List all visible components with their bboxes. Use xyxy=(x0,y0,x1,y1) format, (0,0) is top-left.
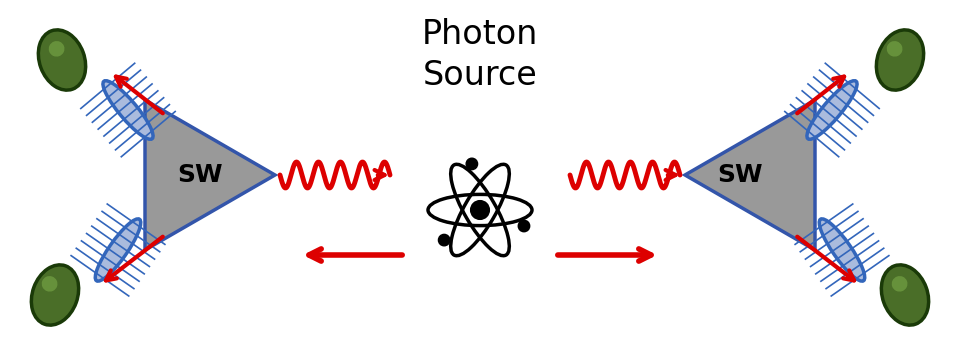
Text: SW: SW xyxy=(717,163,763,187)
Ellipse shape xyxy=(887,41,902,57)
Ellipse shape xyxy=(819,219,865,281)
Circle shape xyxy=(439,234,450,246)
Ellipse shape xyxy=(807,81,857,139)
Ellipse shape xyxy=(881,265,928,325)
Text: Photon
Source: Photon Source xyxy=(421,18,539,92)
Ellipse shape xyxy=(876,30,924,90)
Ellipse shape xyxy=(38,30,85,90)
Ellipse shape xyxy=(95,219,141,281)
Ellipse shape xyxy=(41,276,58,292)
Polygon shape xyxy=(145,100,275,250)
Circle shape xyxy=(467,158,477,170)
Ellipse shape xyxy=(49,41,64,57)
Text: SW: SW xyxy=(178,163,223,187)
Polygon shape xyxy=(685,100,815,250)
Ellipse shape xyxy=(32,265,79,325)
Circle shape xyxy=(470,201,490,220)
Ellipse shape xyxy=(103,81,153,139)
Circle shape xyxy=(518,220,530,232)
Ellipse shape xyxy=(892,276,907,292)
